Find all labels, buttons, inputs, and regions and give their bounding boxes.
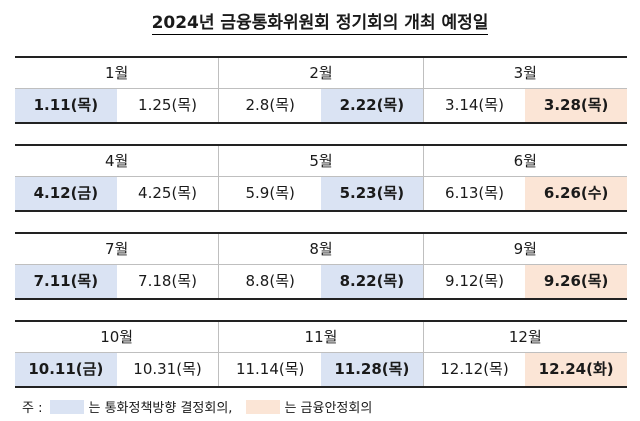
month-column: 7월 7.11(목) 7.18(목) <box>15 234 219 298</box>
month-header: 4월 <box>15 146 219 177</box>
monetary-policy-meeting-date: 8.22(목) <box>321 265 423 298</box>
meeting-date: 2.8(목) <box>245 96 295 114</box>
month-column: 11월 11.14(목) 11.28(목) <box>218 322 423 386</box>
financial-stability-meeting-date: 12.24(화) <box>525 353 627 386</box>
meeting-date: 6.13(목) <box>445 184 504 202</box>
meeting-dates: 7.11(목) 7.18(목) <box>15 265 218 298</box>
meeting-dates: 6.13(목) 6.26(수) <box>424 177 627 210</box>
month-column: 4월 4.12(금) 4.25(목) <box>15 146 219 210</box>
meeting-date: 10.31(목) <box>133 360 202 378</box>
month-column: 6월 6.13(목) 6.26(수) <box>422 146 627 210</box>
month-column: 8월 8.8(목) 8.22(목) <box>218 234 423 298</box>
meeting-date: 8.8(목) <box>245 272 295 290</box>
meeting-date: 1.25(목) <box>138 96 197 114</box>
meeting-date: 3.14(목) <box>445 96 504 114</box>
monetary-policy-swatch <box>50 399 85 414</box>
month-header: 3월 <box>423 58 627 89</box>
month-column: 12월 12.12(목) 12.24(화) <box>422 322 627 386</box>
meeting-dates: 12.12(목) 12.24(화) <box>424 353 627 386</box>
month-header: 5월 <box>219 146 423 177</box>
meeting-dates: 5.9(목) 5.23(목) <box>219 177 423 210</box>
financial-stability-meeting-date: 6.26(수) <box>525 177 627 210</box>
month-header: 12월 <box>423 322 627 353</box>
meeting-date: 9.12(목) <box>445 272 504 290</box>
quarter-block: 4월 4.12(금) 4.25(목) 5월 5.9(목) 5.23(목) 6월 6.13(목)… <box>15 144 627 212</box>
month-header: 8월 <box>219 234 423 265</box>
meeting-dates: 3.14(목) 3.28(목) <box>424 89 627 122</box>
monetary-policy-meeting-date: 2.22(목) <box>321 89 423 122</box>
meeting-dates: 4.12(금) 4.25(목) <box>15 177 218 210</box>
monetary-policy-meeting-date: 11.28(목) <box>321 353 423 386</box>
month-header: 11월 <box>219 322 423 353</box>
note-mp-text: 는 통화정책방향 결정회의, <box>88 401 233 416</box>
financial-stability-meeting-date: 9.26(목) <box>525 265 627 298</box>
month-header: 2월 <box>219 58 423 89</box>
note-fs-text: 는 금융안정회의 <box>284 401 373 416</box>
month-column: 2월 2.8(목) 2.22(목) <box>218 58 423 122</box>
month-header: 10월 <box>15 322 219 353</box>
month-column: 9월 9.12(목) 9.26(목) <box>422 234 627 298</box>
monetary-policy-meeting-date: 7.11(목) <box>15 265 117 298</box>
quarter-block: 10월 10.11(금) 10.31(목) 11월 11.14(목) 11.28(목) 12… <box>15 320 627 388</box>
meeting-date: 7.18(목) <box>138 272 197 290</box>
month-column: 10월 10.11(금) 10.31(목) <box>15 322 219 386</box>
legend-note: 주 : 는 통화정책방향 결정회의, 는 금융안정회의 <box>22 397 372 416</box>
quarter-block: 1월 1.11(목) 1.25(목) 2월 2.8(목) 2.22(목) 3월 3.14(목)… <box>15 56 627 124</box>
month-column: 3월 3.14(목) 3.28(목) <box>422 58 627 122</box>
meeting-dates: 8.8(목) 8.22(목) <box>219 265 423 298</box>
monetary-policy-meeting-date: 5.23(목) <box>321 177 423 210</box>
meeting-date: 11.14(목) <box>235 360 305 378</box>
month-header: 1월 <box>15 58 219 89</box>
month-column: 5월 5.9(목) 5.23(목) <box>218 146 423 210</box>
page-title: 2024년 금융통화위원회 정기회의 개최 예정일 <box>151 13 489 35</box>
month-column: 1월 1.11(목) 1.25(목) <box>15 58 219 122</box>
monetary-policy-meeting-date: 4.12(금) <box>15 177 117 210</box>
month-header: 9월 <box>423 234 627 265</box>
monetary-policy-meeting-date: 10.11(금) <box>15 353 117 386</box>
meeting-dates: 2.8(목) 2.22(목) <box>219 89 423 122</box>
meeting-date: 4.25(목) <box>138 184 197 202</box>
meeting-date: 5.9(목) <box>245 184 295 202</box>
meeting-dates: 9.12(목) 9.26(목) <box>424 265 627 298</box>
quarter-block: 7월 7.11(목) 7.18(목) 8월 8.8(목) 8.22(목) 9월 9.12(목)… <box>15 232 627 300</box>
meeting-dates: 10.11(금) 10.31(목) <box>15 353 218 386</box>
meeting-dates: 1.11(목) 1.25(목) <box>15 89 218 122</box>
monetary-policy-meeting-date: 1.11(목) <box>15 89 117 122</box>
meeting-date: 12.12(목) <box>440 360 509 378</box>
month-header: 6월 <box>423 146 627 177</box>
financial-stability-meeting-date: 3.28(목) <box>525 89 627 122</box>
meeting-dates: 11.14(목) 11.28(목) <box>219 353 423 386</box>
financial-stability-swatch <box>246 399 281 414</box>
month-header: 7월 <box>15 234 219 265</box>
note-prefix: 주 : <box>22 401 43 416</box>
